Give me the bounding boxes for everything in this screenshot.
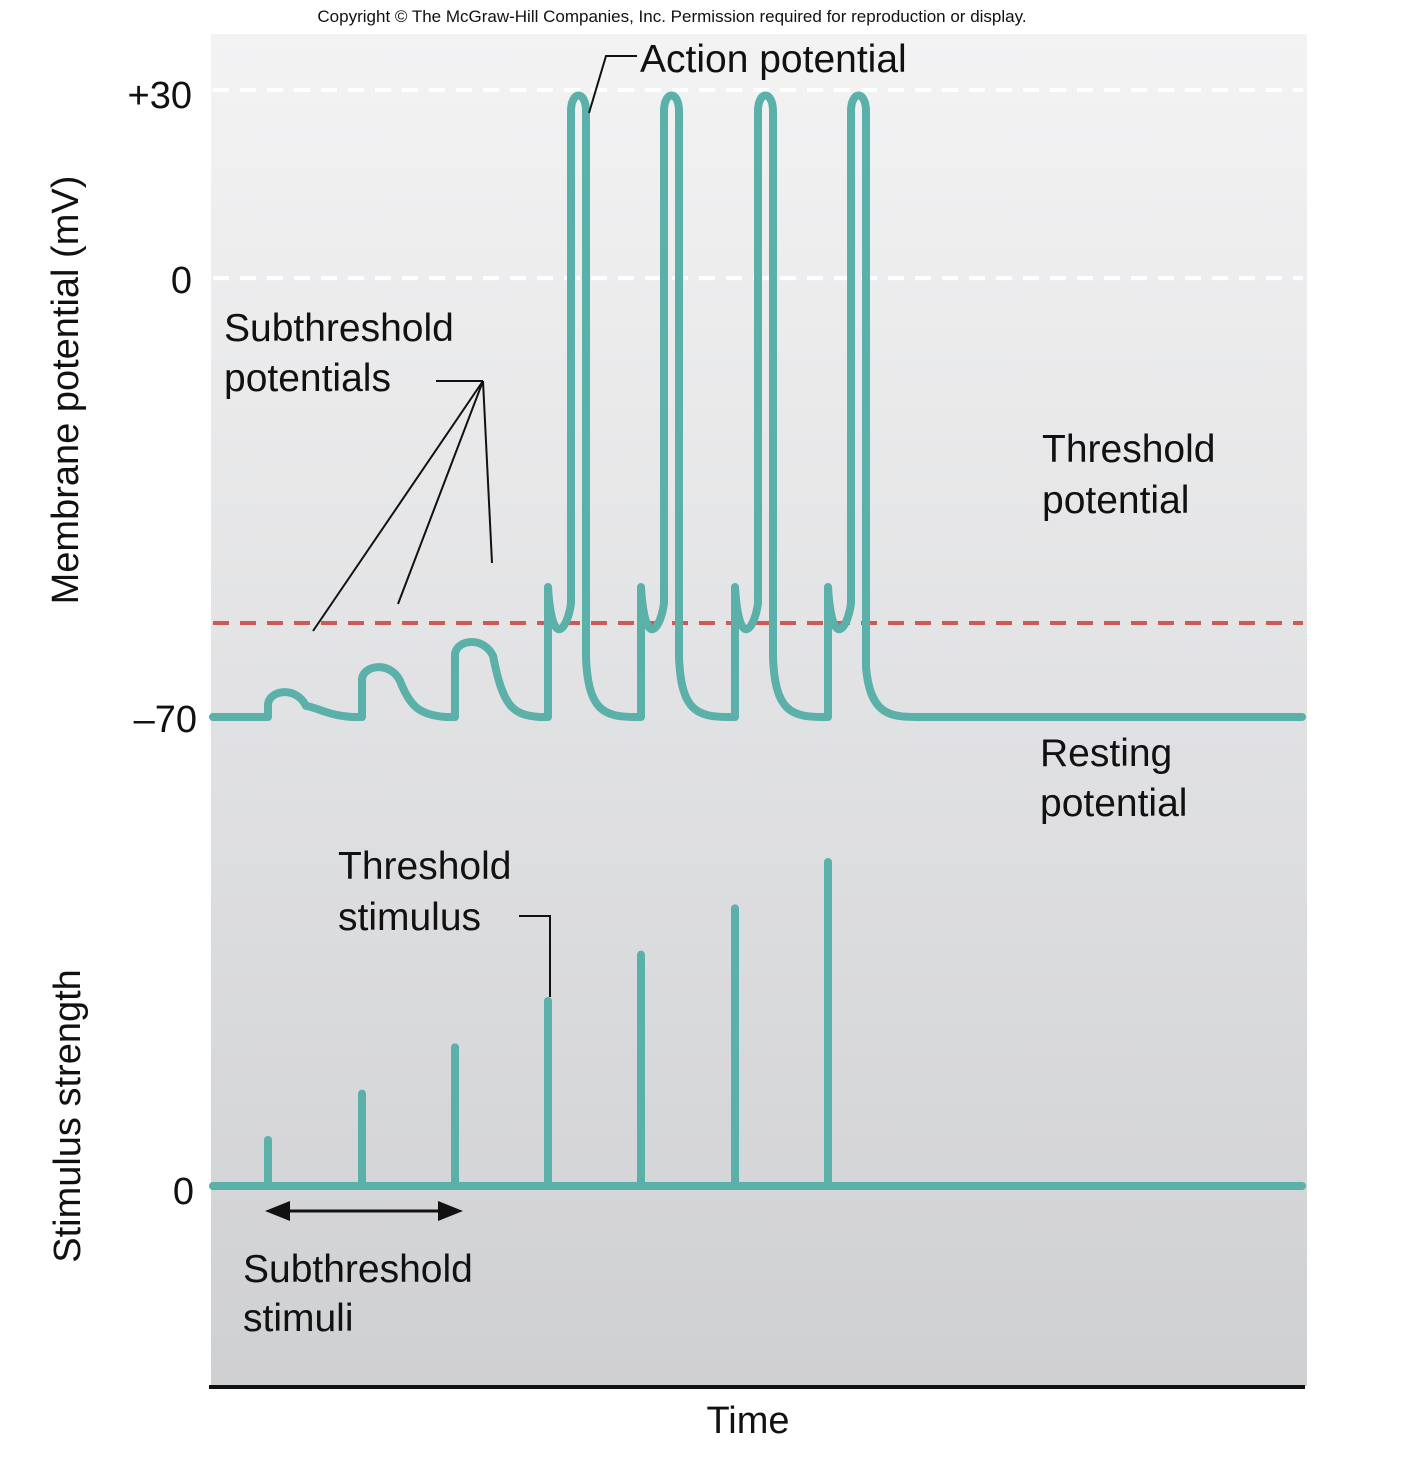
ytick-plus30: +30: [128, 75, 192, 117]
label-threshold-potential-2: potential: [1042, 479, 1189, 522]
stimulus-pulses: [264, 858, 832, 1190]
leader-threshold-stimulus: [519, 915, 551, 997]
label-resting-potential-1: Resting: [1040, 732, 1172, 775]
label-threshold-stimulus-1: Threshold: [338, 845, 511, 888]
membrane-potential-trace: [209, 91, 1306, 721]
x-axis-title-time: Time: [706, 1400, 789, 1442]
double-arrow-subthreshold-stimuli: [265, 1201, 463, 1221]
leader-subthreshold-potentials: [312, 380, 493, 632]
leader-action-potential: [588, 55, 637, 114]
label-resting-potential-2: potential: [1040, 782, 1187, 825]
label-action-potential: Action potential: [640, 38, 907, 81]
ytick-0-stimulus: 0: [173, 1171, 194, 1213]
label-subthreshold-stimuli-1: Subthreshold: [243, 1248, 473, 1291]
label-subthreshold-potentials-1: Subthreshold: [224, 307, 454, 350]
label-subthreshold-stimuli-2: stimuli: [243, 1297, 354, 1340]
label-subthreshold-potentials-2: potentials: [224, 357, 391, 400]
ytick-0-membrane: 0: [171, 260, 192, 302]
ytick-minus70: –70: [134, 699, 197, 741]
label-threshold-potential-1: Threshold: [1042, 428, 1215, 471]
label-threshold-stimulus-2: stimulus: [338, 896, 481, 939]
copyright-notice: Copyright © The McGraw-Hill Companies, I…: [317, 7, 1026, 26]
y-axis-title-stimulus: Stimulus strength: [47, 969, 89, 1263]
y-axis-title-membrane: Membrane potential (mV): [45, 176, 87, 605]
